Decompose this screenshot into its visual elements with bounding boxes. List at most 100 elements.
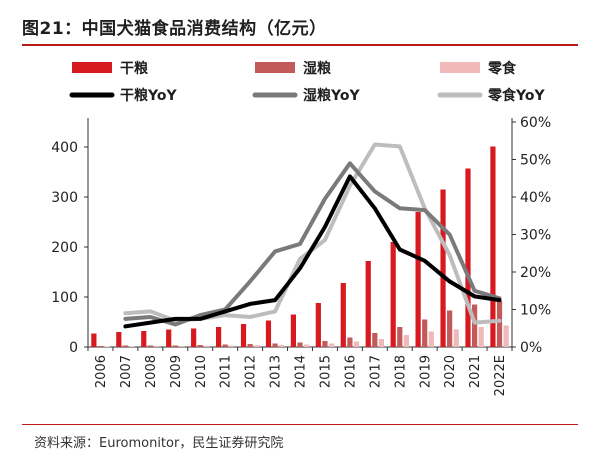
right-tick-label: 0% [520,340,542,356]
bar-wet [247,344,253,347]
bar-dry [340,283,346,347]
right-tick-label: 20% [520,265,551,281]
x-tick-label: 2016 [343,355,358,388]
bar-dry [365,261,371,347]
bar-snack [478,327,484,347]
bar-snack [453,329,459,347]
legend-swatch [255,62,295,73]
x-tick-label: 2007 [119,355,134,388]
legend-item: 零食 [440,60,517,77]
x-tick-label: 2015 [318,355,333,388]
bar-wet [471,304,478,347]
x-tick-label: 2018 [393,355,408,388]
right-tick-label: 30% [520,228,551,244]
bar-dry [141,331,147,347]
bar-wet [372,333,378,347]
bar-snack [204,345,210,347]
legend-label: 干粮 [120,60,149,77]
bar-dry [415,212,421,347]
legend-item: 干粮YoY [69,87,177,104]
left-tick-label: 0 [69,340,78,356]
legend-label: 零食 [487,60,517,77]
legend-label: 干粮YoY [120,87,177,104]
legend-label: 湿粮 [303,60,332,77]
bar-dry [215,327,222,347]
x-tick-label: 2009 [169,355,184,388]
x-tick-label: 2013 [269,355,284,388]
legend-item: 湿粮YoY [252,87,360,104]
legend-label: 零食YoY [487,87,545,104]
bar-wet [197,345,203,347]
x-tick-label: 2020 [443,355,458,388]
x-tick-label: 2019 [418,355,433,388]
bar-dry [240,324,247,347]
legend-swatch [440,62,480,73]
bar-snack [129,346,135,347]
left-tick-label: 100 [51,290,78,306]
chart-title: 图21：中国犬猫食品消费结构（亿元） [22,19,327,39]
bar-wet [272,343,278,347]
bar-dry [91,333,97,347]
right-tick-label: 50% [520,153,551,169]
x-tick-label: 2008 [144,355,159,388]
legend-item: 湿粮 [255,60,332,77]
bar-snack [304,344,310,347]
bar-wet [397,327,403,347]
bar-wet [147,345,153,347]
bar-wet [97,346,104,347]
x-tick-label: 2011 [219,355,234,388]
bar-dry [191,328,197,347]
bar-snack [378,339,385,347]
x-tick-label: 2006 [94,355,109,388]
bar-dry [440,189,446,347]
x-tick-label: 2017 [368,355,383,388]
bar-dry [290,314,296,347]
bars [91,146,509,347]
x-tick-label: 2014 [294,355,309,388]
bar-dry [166,329,172,347]
bar-snack [279,345,285,347]
bar-wet [496,301,503,347]
right-tick-label: 40% [520,190,551,206]
source-note: 资料来源：Euromonitor，民生证券研究院 [34,436,284,451]
legend-label: 湿粮YoY [303,87,360,104]
bar-wet [172,345,178,347]
bar-snack [179,346,185,347]
bar-snack [254,345,260,347]
legend-item: 干粮 [72,60,149,77]
x-tick-label: 2012 [244,355,259,388]
legend-swatch [72,62,112,73]
title-divider [22,44,578,46]
bar-snack [353,341,360,347]
bar-snack [428,331,434,347]
bar-wet [297,342,303,347]
bar-snack [503,325,509,347]
bar-dry [315,303,321,347]
right-tick-label: 10% [520,303,551,319]
bar-wet [422,319,428,347]
bar-dry [116,332,122,347]
left-tick-label: 300 [51,190,78,206]
bar-wet [347,337,353,347]
bar-snack [328,343,335,347]
bar-snack [229,345,235,347]
bar-wet [322,341,328,347]
yoy-lines [123,142,502,329]
source-divider [22,424,578,425]
left-tick-label: 400 [51,140,78,156]
line-dry_yoy [123,174,502,329]
left-tick-label: 200 [51,240,78,256]
bar-dry [490,146,496,347]
bar-dry [465,168,471,347]
right-tick-label: 60% [520,115,551,131]
bar-snack [104,346,110,347]
bar-dry [390,242,396,347]
bar-snack [154,346,160,347]
x-tick-label: 2022E [493,355,508,396]
x-tick-label: 2021 [468,355,483,388]
bar-wet [222,344,228,347]
bar-wet [122,345,129,347]
x-tick-label: 2010 [194,355,209,388]
legend-item: 零食YoY [437,87,545,104]
